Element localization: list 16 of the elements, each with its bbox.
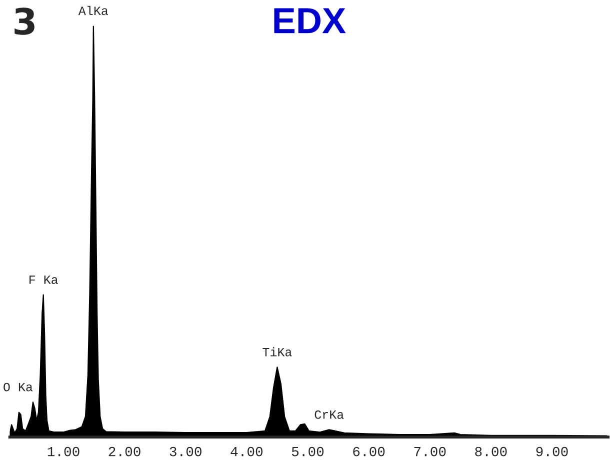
x-tick-label: 4.00 <box>230 446 262 456</box>
annotation: CrKa <box>314 410 344 419</box>
x-tick-label: 8.00 <box>475 446 507 456</box>
x-tick-label: 3.00 <box>170 446 202 456</box>
annotation: F Ka <box>30 276 58 284</box>
chart-title: EDX <box>274 8 346 34</box>
x-tick-label: 1.00 <box>48 446 80 456</box>
x-tick-label: 2.00 <box>108 446 140 456</box>
x-tick-label: 5.00 <box>292 446 324 456</box>
annotation: O Ka <box>4 382 33 392</box>
x-tick-label: 9.00 <box>536 446 568 456</box>
x-tick-label: 6.00 <box>353 446 385 456</box>
annotation: TiKa <box>262 347 292 356</box>
annotation: 3 <box>14 8 34 35</box>
x-tick-label: 7.00 <box>414 446 446 456</box>
annotation: AlKa <box>78 6 108 16</box>
